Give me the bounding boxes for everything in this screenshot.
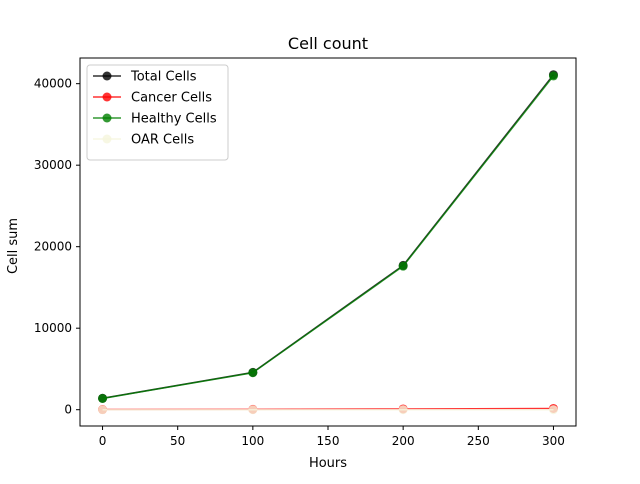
x-tick-label-0: 0	[99, 434, 107, 448]
legend-marker-3	[102, 134, 112, 144]
legend-marker-0	[102, 71, 112, 81]
x-tick-label-4: 200	[392, 434, 415, 448]
series-point-2-3	[548, 71, 558, 81]
legend-marker-1	[102, 92, 112, 102]
series-point-3-1	[248, 405, 258, 415]
legend-label-0: Total Cells	[130, 70, 197, 85]
y-tick-label-4: 40000	[34, 77, 72, 91]
y-tick-label-1: 10000	[34, 321, 72, 335]
x-axis-label: Hours	[309, 456, 347, 471]
plot-layer	[98, 70, 558, 415]
x-tick-label-6: 300	[542, 434, 565, 448]
series-point-2-2	[398, 261, 408, 271]
legend-label-3: OAR Cells	[131, 133, 194, 148]
legend-marker-2	[102, 113, 112, 123]
x-tick-label-3: 150	[317, 434, 340, 448]
x-tick-label-5: 250	[467, 434, 490, 448]
y-tick-label-3: 30000	[34, 158, 72, 172]
series-point-2-1	[248, 368, 258, 378]
legend-label-1: Cancer Cells	[131, 91, 212, 106]
axes-layer: 0 50 100 150 200 250 300 0 10000 20000 30000 40000	[34, 57, 577, 448]
legend: Total Cells Cancer Cells Healthy Cells OAR …	[86, 64, 229, 161]
y-tick-label-0: 0	[64, 403, 72, 417]
series-point-3-2	[398, 405, 408, 415]
series-point-2-0	[98, 393, 108, 403]
chart-title: Cell count	[288, 34, 368, 53]
x-tick-label-1: 50	[170, 434, 185, 448]
series-point-3-3	[548, 405, 558, 415]
series-point-3-0	[98, 405, 108, 415]
series-line-2	[102, 75, 555, 400]
y-axis-label: Cell sum	[6, 218, 21, 274]
x-tick-label-2: 100	[241, 434, 264, 448]
y-tick-label-2: 20000	[34, 240, 72, 254]
legend-box	[86, 64, 229, 161]
legend-label-2: Healthy Cells	[131, 112, 217, 127]
